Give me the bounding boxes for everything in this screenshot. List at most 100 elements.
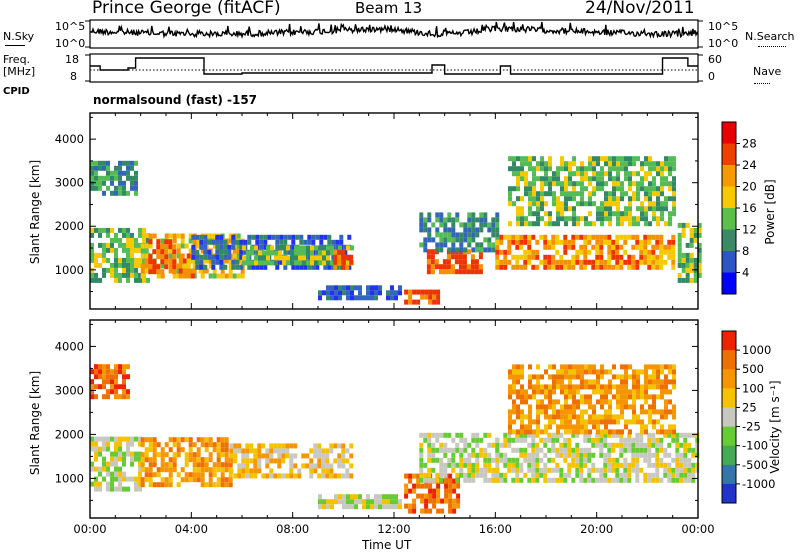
heatmap-cell [114, 389, 118, 395]
heatmap-cell [520, 216, 524, 222]
heatmap-cell [470, 269, 475, 275]
heatmap-cell [691, 452, 696, 458]
heatmap-cell [572, 216, 576, 222]
heatmap-cell [564, 389, 568, 395]
heatmap-cell [176, 442, 181, 448]
heatmap-cell [608, 161, 612, 167]
heatmap-cell [168, 239, 173, 245]
heatmap-cell [608, 156, 612, 162]
heatmap-cell [651, 264, 656, 270]
heatmap-cell [140, 462, 145, 468]
heatmap-cell [524, 424, 528, 430]
heatmap-cell [186, 273, 191, 279]
heatmap-cell [627, 472, 632, 478]
heatmap-cell [199, 264, 204, 270]
heatmap-cell [436, 508, 441, 514]
heatmap-cell [427, 227, 432, 233]
heatmap-cell [693, 257, 698, 263]
heatmap-cell [528, 161, 532, 167]
heatmap-cell [134, 170, 138, 176]
heatmap-cell [552, 201, 556, 207]
heatmap-cell [321, 453, 326, 459]
heatmap-cell [345, 468, 350, 474]
heatmap-cell [118, 277, 122, 283]
heatmap-cell [564, 424, 568, 430]
heatmap-cell [560, 201, 564, 207]
heatmap-cell [114, 369, 118, 375]
heatmap-cell [548, 364, 552, 370]
heatmap-cell [337, 453, 342, 459]
heatmap-cell [576, 181, 580, 187]
heatmap-cell [321, 473, 326, 479]
heatmap-cell [412, 299, 417, 305]
heatmap-cell [548, 419, 552, 425]
power-colorbar-swatch [722, 186, 736, 209]
heatmap-cell [491, 472, 496, 478]
heatmap-cell [548, 181, 552, 187]
heatmap-cell [455, 462, 460, 468]
heatmap-cell [398, 504, 402, 510]
freq-panel-frame [89, 53, 699, 83]
heatmap-cell [619, 244, 624, 250]
heatmap-cell [643, 452, 648, 458]
heatmap-cell [204, 447, 209, 453]
y-tick-label: 3000 [55, 176, 84, 190]
heatmap-cell [451, 462, 456, 468]
heatmap-cell [94, 165, 98, 171]
heatmap-cell [233, 458, 238, 464]
heatmap-cell [515, 264, 520, 270]
heatmap-cell [507, 462, 512, 468]
heatmap-cell [277, 448, 282, 454]
heatmap-cell [152, 233, 157, 239]
heatmap-cell [615, 264, 620, 270]
heatmap-cell [200, 437, 205, 443]
heatmap-cell [671, 259, 676, 265]
heatmap-cell [516, 221, 520, 227]
heatmap-cell [330, 260, 334, 266]
heatmap-cell [515, 447, 520, 453]
heatmap-cell [627, 264, 632, 270]
heatmap-cell [608, 409, 612, 415]
heatmap-cell [659, 447, 664, 453]
heatmap-cell [420, 498, 425, 504]
heatmap-cell [274, 255, 278, 261]
heatmap-cell [467, 227, 472, 233]
heatmap-cell [283, 249, 288, 255]
heatmap-cell [579, 447, 584, 453]
heatmap-cell [567, 472, 572, 478]
heatmap-cell [289, 443, 294, 449]
heatmap-cell [140, 457, 145, 463]
heatmap-cell [436, 294, 441, 300]
heatmap-cell [671, 264, 676, 270]
heatmap-cell [604, 181, 608, 187]
heatmap-cell [228, 258, 233, 264]
heatmap-cell [102, 384, 106, 390]
heatmap-cell [283, 234, 288, 240]
heatmap-cell [443, 442, 448, 448]
heatmap-cell [239, 244, 244, 250]
heatmap-cell [94, 456, 98, 462]
heatmap-cell [333, 259, 338, 265]
heatmap-cell [126, 165, 130, 171]
heatmap-cell [118, 446, 122, 452]
heatmap-cell [172, 452, 177, 458]
heatmap-cell [685, 257, 690, 263]
heatmap-cell [552, 196, 556, 202]
heatmap-cell [531, 264, 536, 270]
heatmap-cell [463, 442, 468, 448]
heatmap-cell [454, 254, 459, 260]
heatmap-cell [325, 458, 330, 464]
heatmap-cell [110, 461, 114, 467]
heatmap-cell [106, 389, 110, 395]
heatmap-cell [424, 503, 429, 509]
heatmap-cell [668, 364, 672, 370]
heatmap-cell [114, 364, 118, 370]
heatmap-cell [651, 437, 656, 443]
heatmap-cell [419, 432, 424, 438]
heatmap-cell [90, 242, 94, 248]
heatmap-cell [172, 269, 177, 275]
heatmap-cell [266, 260, 270, 266]
heatmap-cell [559, 264, 564, 270]
heatmap-cell [611, 462, 616, 468]
heatmap-cell [431, 222, 436, 228]
